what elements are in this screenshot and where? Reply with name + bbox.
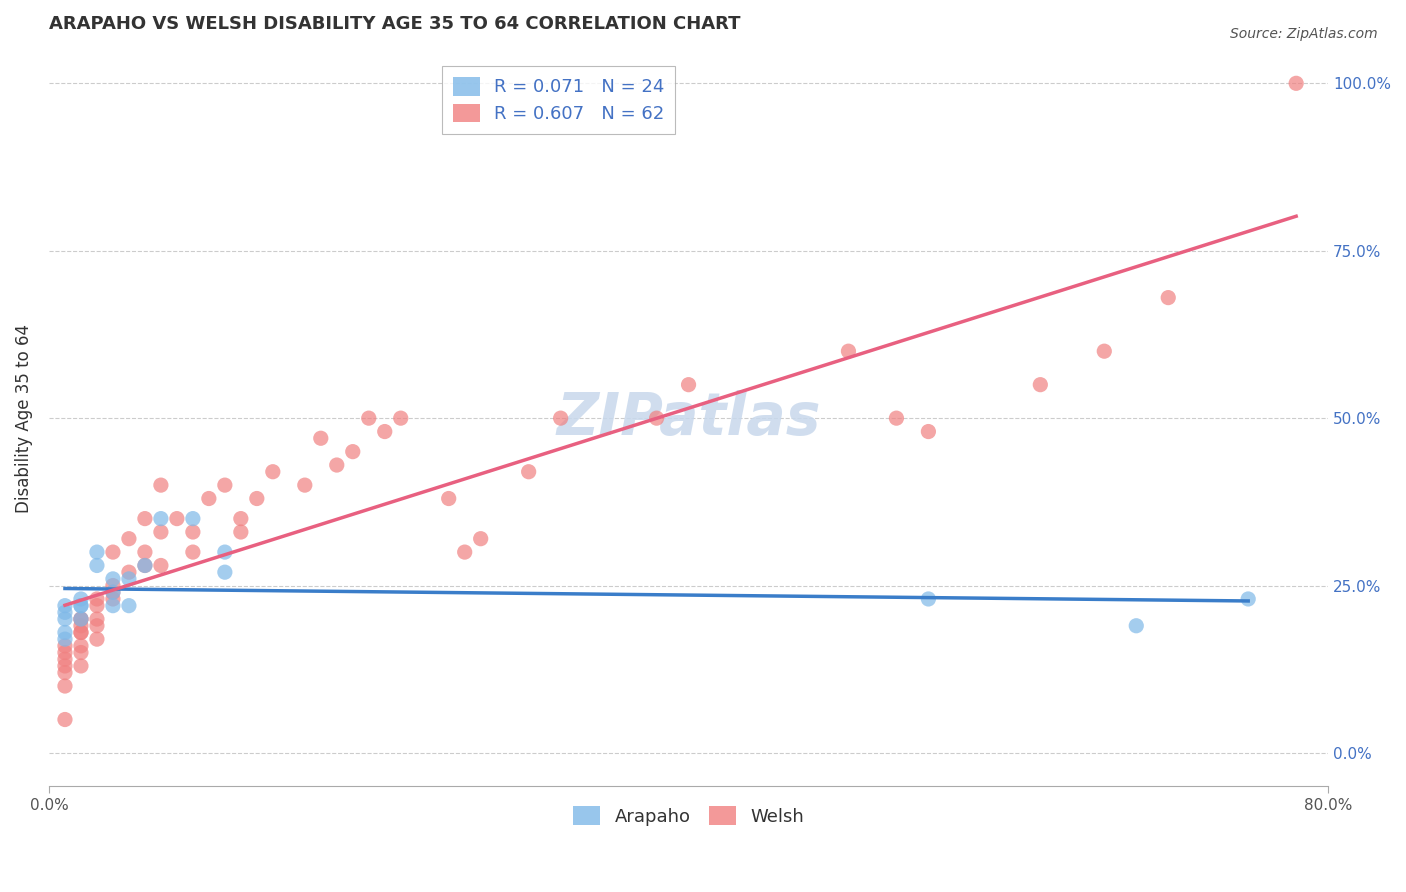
Point	[326, 458, 349, 472]
Point	[1285, 76, 1308, 90]
Point	[342, 444, 364, 458]
Point	[53, 612, 76, 626]
Text: Source: ZipAtlas.com: Source: ZipAtlas.com	[1230, 27, 1378, 41]
Point	[214, 478, 236, 492]
Point	[166, 511, 188, 525]
Point	[86, 558, 108, 573]
Point	[550, 411, 572, 425]
Point	[53, 625, 76, 640]
Point	[149, 524, 172, 539]
Point	[86, 599, 108, 613]
Y-axis label: Disability Age 35 to 64: Disability Age 35 to 64	[15, 324, 32, 513]
Point	[53, 632, 76, 647]
Point	[262, 465, 284, 479]
Point	[1157, 291, 1180, 305]
Point	[118, 565, 141, 579]
Point	[134, 558, 156, 573]
Point	[53, 652, 76, 666]
Point	[53, 665, 76, 680]
Point	[70, 599, 93, 613]
Point	[149, 478, 172, 492]
Point	[1092, 344, 1115, 359]
Point	[1029, 377, 1052, 392]
Point	[53, 713, 76, 727]
Point	[246, 491, 269, 506]
Point	[229, 511, 252, 525]
Point	[149, 511, 172, 525]
Point	[437, 491, 460, 506]
Point	[53, 639, 76, 653]
Point	[357, 411, 380, 425]
Point	[101, 572, 124, 586]
Point	[454, 545, 477, 559]
Point	[70, 612, 93, 626]
Point	[517, 465, 540, 479]
Point	[118, 532, 141, 546]
Point	[101, 599, 124, 613]
Legend: Arapaho, Welsh: Arapaho, Welsh	[562, 796, 815, 837]
Point	[70, 639, 93, 653]
Point	[53, 646, 76, 660]
Point	[229, 524, 252, 539]
Point	[294, 478, 316, 492]
Point	[70, 612, 93, 626]
Point	[86, 591, 108, 606]
Point	[101, 585, 124, 599]
Point	[101, 591, 124, 606]
Point	[1237, 591, 1260, 606]
Point	[886, 411, 908, 425]
Point	[198, 491, 221, 506]
Point	[70, 612, 93, 626]
Point	[645, 411, 668, 425]
Point	[214, 545, 236, 559]
Point	[118, 572, 141, 586]
Point	[70, 659, 93, 673]
Point	[1125, 619, 1147, 633]
Point	[917, 591, 939, 606]
Point	[374, 425, 396, 439]
Point	[70, 625, 93, 640]
Point	[70, 625, 93, 640]
Text: ARAPAHO VS WELSH DISABILITY AGE 35 TO 64 CORRELATION CHART: ARAPAHO VS WELSH DISABILITY AGE 35 TO 64…	[49, 15, 741, 33]
Point	[134, 511, 156, 525]
Point	[837, 344, 859, 359]
Point	[86, 632, 108, 647]
Point	[70, 619, 93, 633]
Point	[389, 411, 412, 425]
Point	[70, 599, 93, 613]
Point	[70, 591, 93, 606]
Point	[53, 599, 76, 613]
Point	[86, 612, 108, 626]
Point	[70, 646, 93, 660]
Point	[678, 377, 700, 392]
Point	[118, 599, 141, 613]
Point	[181, 524, 204, 539]
Point	[86, 619, 108, 633]
Point	[134, 558, 156, 573]
Point	[101, 578, 124, 592]
Point	[181, 545, 204, 559]
Text: ZIPatlas: ZIPatlas	[557, 390, 821, 447]
Point	[53, 679, 76, 693]
Point	[470, 532, 492, 546]
Point	[917, 425, 939, 439]
Point	[53, 659, 76, 673]
Point	[86, 545, 108, 559]
Point	[134, 545, 156, 559]
Point	[53, 606, 76, 620]
Point	[149, 558, 172, 573]
Point	[181, 511, 204, 525]
Point	[101, 545, 124, 559]
Point	[214, 565, 236, 579]
Point	[101, 585, 124, 599]
Point	[309, 431, 332, 445]
